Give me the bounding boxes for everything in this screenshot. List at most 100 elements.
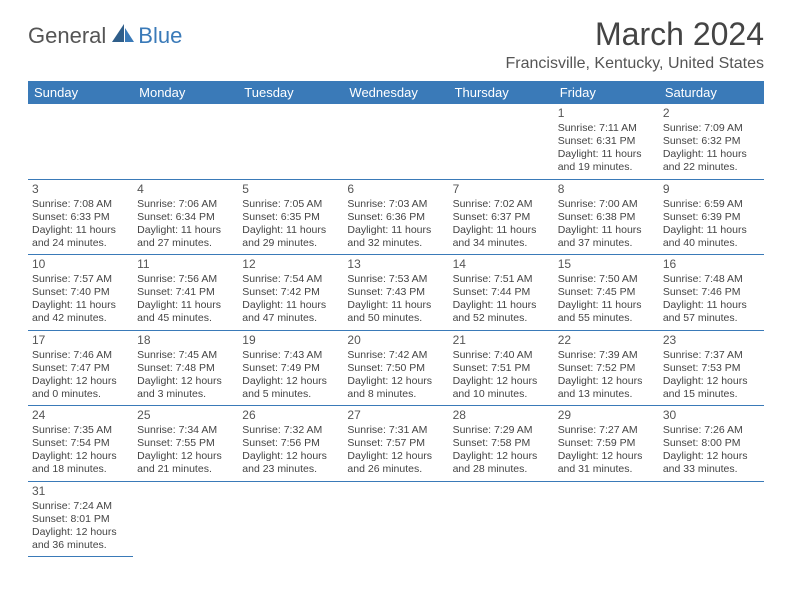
daylight-line: Daylight: 11 hours and 19 minutes. <box>558 148 655 174</box>
sail-icon <box>110 22 136 49</box>
calendar-day-cell: 31Sunrise: 7:24 AMSunset: 8:01 PMDayligh… <box>28 481 133 557</box>
sunrise-line: Sunrise: 7:35 AM <box>32 424 129 437</box>
daylight-line: Daylight: 11 hours and 52 minutes. <box>453 299 550 325</box>
daylight-line: Daylight: 11 hours and 42 minutes. <box>32 299 129 325</box>
calendar-empty-cell <box>28 104 133 179</box>
month-title: March 2024 <box>506 16 764 53</box>
daylight-line: Daylight: 12 hours and 10 minutes. <box>453 375 550 401</box>
calendar-empty-cell <box>659 481 764 557</box>
calendar-day-cell: 7Sunrise: 7:02 AMSunset: 6:37 PMDaylight… <box>449 179 554 255</box>
daylight-line: Daylight: 12 hours and 33 minutes. <box>663 450 760 476</box>
weekday-header: Thursday <box>449 81 554 104</box>
day-number: 21 <box>453 333 550 348</box>
day-number: 10 <box>32 257 129 272</box>
calendar-day-cell: 30Sunrise: 7:26 AMSunset: 8:00 PMDayligh… <box>659 406 764 482</box>
sunset-line: Sunset: 7:55 PM <box>137 437 234 450</box>
daylight-line: Daylight: 11 hours and 37 minutes. <box>558 224 655 250</box>
header: General Blue March 2024 Francisville, Ke… <box>28 16 764 73</box>
sunrise-line: Sunrise: 7:24 AM <box>32 500 129 513</box>
sunrise-line: Sunrise: 7:54 AM <box>242 273 339 286</box>
calendar-day-cell: 16Sunrise: 7:48 AMSunset: 7:46 PMDayligh… <box>659 255 764 331</box>
daylight-line: Daylight: 11 hours and 29 minutes. <box>242 224 339 250</box>
calendar-day-cell: 28Sunrise: 7:29 AMSunset: 7:58 PMDayligh… <box>449 406 554 482</box>
day-number: 18 <box>137 333 234 348</box>
sunrise-line: Sunrise: 6:59 AM <box>663 198 760 211</box>
sunrise-line: Sunrise: 7:50 AM <box>558 273 655 286</box>
sunset-line: Sunset: 7:46 PM <box>663 286 760 299</box>
location: Francisville, Kentucky, United States <box>506 55 764 73</box>
sunrise-line: Sunrise: 7:32 AM <box>242 424 339 437</box>
day-number: 13 <box>347 257 444 272</box>
daylight-line: Daylight: 11 hours and 40 minutes. <box>663 224 760 250</box>
sunset-line: Sunset: 6:31 PM <box>558 135 655 148</box>
title-block: March 2024 Francisville, Kentucky, Unite… <box>506 16 764 73</box>
calendar-day-cell: 14Sunrise: 7:51 AMSunset: 7:44 PMDayligh… <box>449 255 554 331</box>
daylight-line: Daylight: 12 hours and 36 minutes. <box>32 526 129 552</box>
sunrise-line: Sunrise: 7:11 AM <box>558 122 655 135</box>
calendar-day-cell: 29Sunrise: 7:27 AMSunset: 7:59 PMDayligh… <box>554 406 659 482</box>
sunset-line: Sunset: 6:37 PM <box>453 211 550 224</box>
weekday-header: Saturday <box>659 81 764 104</box>
calendar-row: 24Sunrise: 7:35 AMSunset: 7:54 PMDayligh… <box>28 406 764 482</box>
sunrise-line: Sunrise: 7:42 AM <box>347 349 444 362</box>
day-number: 28 <box>453 408 550 423</box>
calendar-day-cell: 20Sunrise: 7:42 AMSunset: 7:50 PMDayligh… <box>343 330 448 406</box>
sunrise-line: Sunrise: 7:37 AM <box>663 349 760 362</box>
sunrise-line: Sunrise: 7:03 AM <box>347 198 444 211</box>
calendar-row: 3Sunrise: 7:08 AMSunset: 6:33 PMDaylight… <box>28 179 764 255</box>
day-number: 31 <box>32 484 129 499</box>
calendar-day-cell: 10Sunrise: 7:57 AMSunset: 7:40 PMDayligh… <box>28 255 133 331</box>
sunset-line: Sunset: 8:01 PM <box>32 513 129 526</box>
sunset-line: Sunset: 7:49 PM <box>242 362 339 375</box>
sunset-line: Sunset: 7:51 PM <box>453 362 550 375</box>
day-number: 29 <box>558 408 655 423</box>
calendar-day-cell: 9Sunrise: 6:59 AMSunset: 6:39 PMDaylight… <box>659 179 764 255</box>
calendar-day-cell: 24Sunrise: 7:35 AMSunset: 7:54 PMDayligh… <box>28 406 133 482</box>
daylight-line: Daylight: 12 hours and 23 minutes. <box>242 450 339 476</box>
day-number: 23 <box>663 333 760 348</box>
calendar-day-cell: 18Sunrise: 7:45 AMSunset: 7:48 PMDayligh… <box>133 330 238 406</box>
day-number: 25 <box>137 408 234 423</box>
sunset-line: Sunset: 6:33 PM <box>32 211 129 224</box>
weekday-header: Tuesday <box>238 81 343 104</box>
calendar-empty-cell <box>343 481 448 557</box>
daylight-line: Daylight: 11 hours and 55 minutes. <box>558 299 655 325</box>
calendar-empty-cell <box>554 481 659 557</box>
calendar-row: 10Sunrise: 7:57 AMSunset: 7:40 PMDayligh… <box>28 255 764 331</box>
day-number: 1 <box>558 106 655 121</box>
sunrise-line: Sunrise: 7:43 AM <box>242 349 339 362</box>
calendar-day-cell: 11Sunrise: 7:56 AMSunset: 7:41 PMDayligh… <box>133 255 238 331</box>
sunset-line: Sunset: 7:59 PM <box>558 437 655 450</box>
weekday-header: Wednesday <box>343 81 448 104</box>
calendar-day-cell: 3Sunrise: 7:08 AMSunset: 6:33 PMDaylight… <box>28 179 133 255</box>
daylight-line: Daylight: 12 hours and 8 minutes. <box>347 375 444 401</box>
sunrise-line: Sunrise: 7:53 AM <box>347 273 444 286</box>
daylight-line: Daylight: 11 hours and 22 minutes. <box>663 148 760 174</box>
day-number: 26 <box>242 408 339 423</box>
daylight-line: Daylight: 11 hours and 34 minutes. <box>453 224 550 250</box>
calendar-day-cell: 21Sunrise: 7:40 AMSunset: 7:51 PMDayligh… <box>449 330 554 406</box>
sunset-line: Sunset: 7:42 PM <box>242 286 339 299</box>
daylight-line: Daylight: 11 hours and 27 minutes. <box>137 224 234 250</box>
sunrise-line: Sunrise: 7:08 AM <box>32 198 129 211</box>
calendar-table: SundayMondayTuesdayWednesdayThursdayFrid… <box>28 81 764 557</box>
day-number: 22 <box>558 333 655 348</box>
sunset-line: Sunset: 7:43 PM <box>347 286 444 299</box>
sunrise-line: Sunrise: 7:39 AM <box>558 349 655 362</box>
daylight-line: Daylight: 12 hours and 0 minutes. <box>32 375 129 401</box>
calendar-row: 17Sunrise: 7:46 AMSunset: 7:47 PMDayligh… <box>28 330 764 406</box>
calendar-day-cell: 5Sunrise: 7:05 AMSunset: 6:35 PMDaylight… <box>238 179 343 255</box>
daylight-line: Daylight: 11 hours and 32 minutes. <box>347 224 444 250</box>
calendar-body: 1Sunrise: 7:11 AMSunset: 6:31 PMDaylight… <box>28 104 764 557</box>
sunset-line: Sunset: 6:32 PM <box>663 135 760 148</box>
weekday-header: Sunday <box>28 81 133 104</box>
day-number: 5 <box>242 182 339 197</box>
calendar-day-cell: 12Sunrise: 7:54 AMSunset: 7:42 PMDayligh… <box>238 255 343 331</box>
calendar-day-cell: 19Sunrise: 7:43 AMSunset: 7:49 PMDayligh… <box>238 330 343 406</box>
sunrise-line: Sunrise: 7:06 AM <box>137 198 234 211</box>
calendar-day-cell: 25Sunrise: 7:34 AMSunset: 7:55 PMDayligh… <box>133 406 238 482</box>
daylight-line: Daylight: 12 hours and 13 minutes. <box>558 375 655 401</box>
sunrise-line: Sunrise: 7:09 AM <box>663 122 760 135</box>
sunset-line: Sunset: 7:57 PM <box>347 437 444 450</box>
logo: General Blue <box>28 22 182 49</box>
